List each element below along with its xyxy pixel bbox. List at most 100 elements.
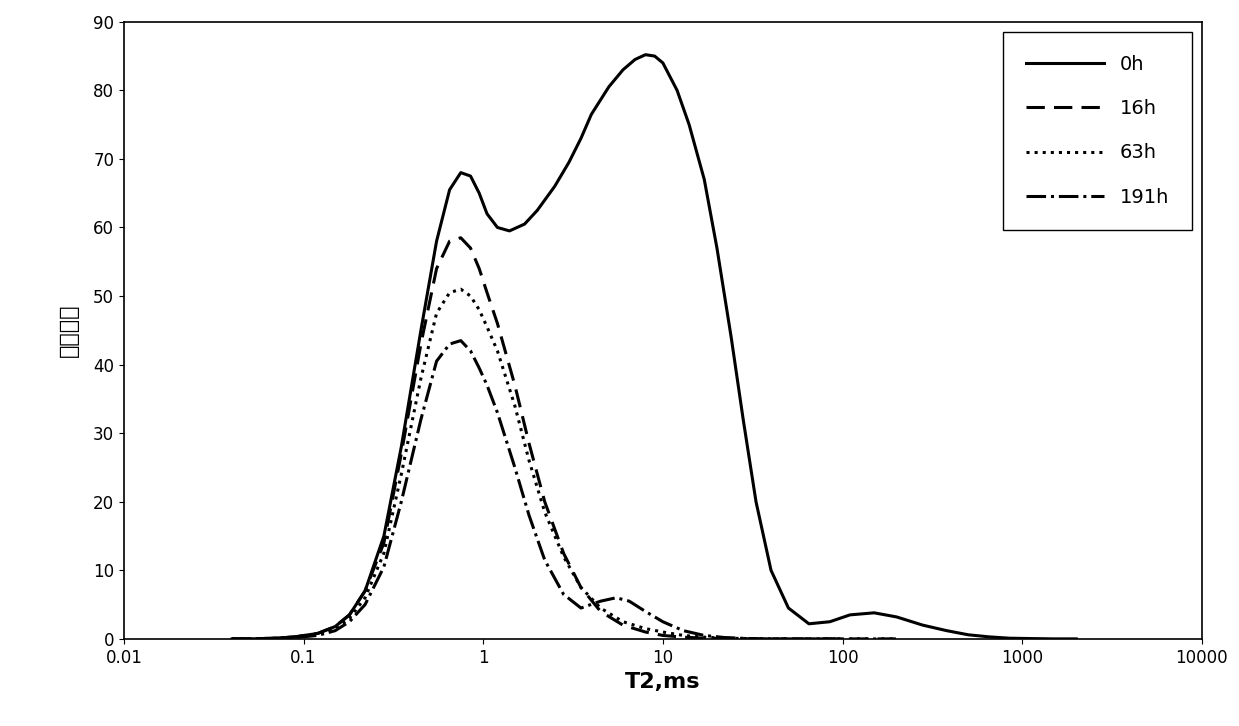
X-axis label: T2,ms: T2,ms <box>626 672 700 692</box>
191h <box>242 635 256 643</box>
63h <box>763 635 778 643</box>
Line: 0h: 0h <box>232 54 1077 639</box>
191h <box>763 635 778 643</box>
Line: 16h: 16h <box>232 237 897 639</box>
16h <box>763 635 778 643</box>
191h <box>342 617 357 626</box>
191h <box>741 635 756 643</box>
191h <box>622 597 637 605</box>
63h <box>479 322 494 331</box>
63h <box>429 309 444 317</box>
63h <box>788 635 803 643</box>
16h <box>741 635 756 643</box>
63h <box>574 583 589 592</box>
63h <box>242 635 256 643</box>
0h <box>960 630 975 639</box>
191h <box>414 415 429 424</box>
63h <box>741 635 756 643</box>
191h <box>508 463 523 472</box>
63h <box>394 470 409 478</box>
16h <box>508 381 523 390</box>
16h <box>890 635 904 643</box>
63h <box>813 635 828 643</box>
191h <box>328 627 343 635</box>
16h <box>358 587 373 595</box>
16h <box>835 635 850 643</box>
16h <box>463 244 478 253</box>
63h <box>835 635 850 643</box>
63h <box>472 306 487 314</box>
63h <box>358 593 373 602</box>
16h <box>453 233 468 242</box>
191h <box>479 381 494 390</box>
191h <box>287 633 302 642</box>
16h <box>328 622 343 631</box>
16h <box>616 621 631 629</box>
16h <box>638 628 653 637</box>
191h <box>638 607 653 616</box>
63h <box>463 292 478 301</box>
191h <box>489 408 504 417</box>
16h <box>342 611 357 619</box>
191h <box>788 635 803 643</box>
63h <box>489 346 504 355</box>
63h <box>453 285 468 293</box>
0h <box>1069 635 1084 643</box>
191h <box>676 627 691 635</box>
191h <box>358 600 373 609</box>
16h <box>676 633 691 642</box>
191h <box>717 633 732 642</box>
63h <box>861 635 876 643</box>
0h <box>224 635 239 643</box>
16h <box>242 635 256 643</box>
191h <box>224 635 239 643</box>
16h <box>574 583 589 592</box>
191h <box>556 590 571 599</box>
0h <box>710 244 725 253</box>
16h <box>593 607 608 616</box>
63h <box>328 624 343 633</box>
191h <box>522 511 536 520</box>
16h <box>655 631 670 640</box>
191h <box>429 356 444 365</box>
16h <box>696 634 711 643</box>
16h <box>472 264 487 273</box>
0h <box>823 617 838 626</box>
Line: 63h: 63h <box>232 289 897 639</box>
63h <box>676 631 691 640</box>
16h <box>287 632 302 641</box>
16h <box>717 635 732 643</box>
16h <box>556 549 571 558</box>
191h <box>593 597 608 605</box>
191h <box>655 617 670 626</box>
191h <box>538 555 553 564</box>
16h <box>310 629 325 637</box>
63h <box>638 624 653 633</box>
191h <box>608 593 623 602</box>
0h <box>681 121 696 129</box>
Legend: 0h, 16h, 63h, 191h: 0h, 16h, 63h, 191h <box>1002 31 1192 230</box>
191h <box>453 336 468 345</box>
191h <box>472 364 487 372</box>
63h <box>342 614 357 623</box>
Line: 191h: 191h <box>232 340 843 639</box>
16h <box>538 497 553 506</box>
0h <box>669 86 684 94</box>
191h <box>813 635 828 643</box>
191h <box>574 604 589 613</box>
63h <box>616 617 631 626</box>
63h <box>224 635 239 643</box>
191h <box>269 635 284 643</box>
Y-axis label: 信号幅度: 信号幅度 <box>59 303 79 357</box>
16h <box>489 319 504 328</box>
191h <box>442 340 457 348</box>
16h <box>429 264 444 273</box>
63h <box>442 288 457 297</box>
191h <box>696 631 711 640</box>
16h <box>414 340 429 348</box>
16h <box>269 634 284 643</box>
16h <box>788 635 803 643</box>
16h <box>442 237 457 245</box>
191h <box>310 631 325 640</box>
0h <box>638 50 653 59</box>
